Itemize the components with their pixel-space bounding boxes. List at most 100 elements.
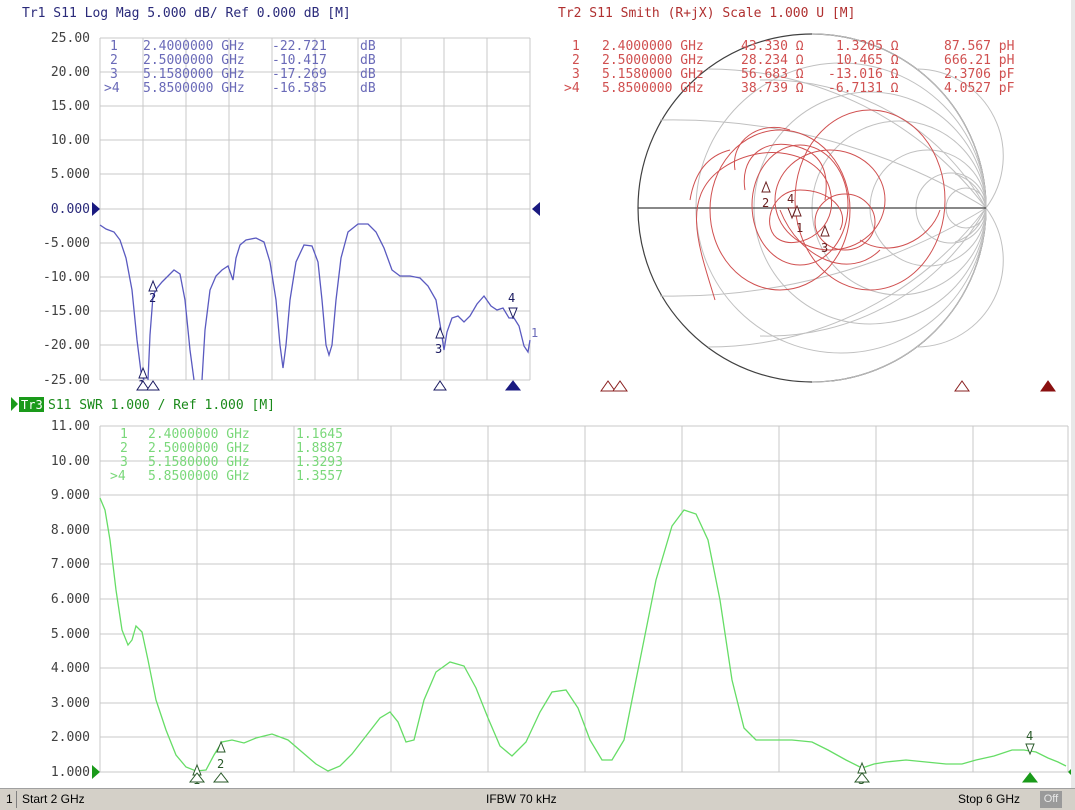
- trace1-end-label: 1: [531, 326, 538, 340]
- trace3-tag-box[interactable]: [19, 397, 44, 412]
- smith-trace-curve: [689, 109, 946, 301]
- svg-text:4: 4: [787, 192, 794, 206]
- trace1-panel: Tr1 S11 Log Mag 5.000 dB/ Ref 0.000 dB […: [22, 6, 540, 392]
- trace1-ref-right-arrow-icon[interactable]: [532, 202, 540, 216]
- t1-axis-label: -20.00: [43, 338, 90, 353]
- t3-axis-label: 9.000: [51, 488, 90, 503]
- t1-marker1-icon[interactable]: [138, 366, 148, 379]
- t1-marker3-icon[interactable]: [435, 326, 445, 339]
- trace1-marker-glyphs: [138, 279, 518, 379]
- start-frequency[interactable]: Start 2 GHz: [22, 792, 85, 806]
- t1-marker-unit: dB: [360, 67, 376, 82]
- t2-marker-freq: 5.1580000 GHz: [602, 67, 704, 82]
- status-separator: [16, 791, 17, 808]
- svg-text:3: 3: [435, 342, 442, 356]
- t1-marker-value: -10.417: [272, 53, 327, 68]
- t2-marker-x: -13.016 Ω: [828, 67, 899, 82]
- svg-text:4: 4: [508, 291, 515, 305]
- t1-axis-label: 10.00: [51, 133, 90, 148]
- t1-axis-label: -25.00: [43, 373, 90, 388]
- trace1-marker-numbers: 1 2 3 4: [138, 291, 515, 392]
- t2-marker-r: 28.234 Ω: [741, 53, 804, 68]
- trace2-panel: Tr2 S11 Smith (R+jX) Scale 1.000 U [M]: [558, 6, 1056, 392]
- ifbw-setting[interactable]: IFBW 70 kHz: [486, 792, 557, 806]
- channel-number[interactable]: 1: [6, 792, 13, 806]
- t2-marker-num: 1: [572, 39, 580, 54]
- trace1-bottom-markers: [136, 380, 522, 391]
- t3-marker-value: 1.3293: [296, 455, 343, 470]
- t3-marker3-icon[interactable]: [857, 761, 867, 774]
- t1-marker-num: 2: [110, 53, 118, 68]
- t1-axis-label: -15.00: [43, 304, 90, 319]
- smith-reactance-arcs: [659, 33, 1004, 383]
- trace3-header[interactable]: S11 SWR 1.000 / Ref 1.000 [M]: [48, 398, 275, 413]
- t3-axis-label-ref: 1.000: [51, 765, 90, 780]
- smith-marker-glyphs: [761, 180, 830, 237]
- trace1-header[interactable]: Tr1 S11 Log Mag 5.000 dB/ Ref 0.000 dB […: [22, 6, 351, 21]
- svg-text:2: 2: [149, 291, 156, 305]
- t3-axis-label: 7.000: [51, 557, 90, 572]
- t2-marker-freq: 2.5000000 GHz: [602, 53, 704, 68]
- t3-axis-label: 2.000: [51, 730, 90, 745]
- trace3-active-arrow-icon[interactable]: [11, 397, 18, 411]
- t3-marker-freq: 2.5000000 GHz: [148, 441, 250, 456]
- t1-marker-freq: 2.4000000 GHz: [143, 39, 245, 54]
- t1-marker4-icon[interactable]: [508, 307, 518, 320]
- t2-marker-freq: 5.8500000 GHz: [602, 81, 704, 96]
- trace2-header[interactable]: Tr2 S11 Smith (R+jX) Scale 1.000 U [M]: [558, 6, 855, 21]
- t1-marker-num: 1: [110, 39, 118, 54]
- t3-axis-label: 4.000: [51, 661, 90, 676]
- trace3-ref-left-arrow-icon[interactable]: [92, 765, 100, 779]
- trace1-ref-left-arrow-icon[interactable]: [92, 202, 100, 216]
- t3-marker4-icon[interactable]: [1025, 743, 1035, 756]
- t3-axis-label: 3.000: [51, 696, 90, 711]
- smith-marker4-icon[interactable]: [787, 207, 797, 220]
- t1-marker-unit: dB: [360, 53, 376, 68]
- t3-marker-num: 1: [120, 427, 128, 442]
- t1-marker2-icon[interactable]: [148, 279, 158, 292]
- t3-marker-freq: 2.4000000 GHz: [148, 427, 250, 442]
- t1-marker-unit: dB: [360, 81, 376, 96]
- svg-text:2: 2: [762, 196, 769, 210]
- t2-marker-x: 1.3205 Ω: [836, 39, 899, 54]
- t1-marker-num: 3: [110, 67, 118, 82]
- trace3-grid: [99, 425, 1069, 773]
- trace3-marker-table: 1 2.4000000 GHz 1.1645 2 2.5000000 GHz 1…: [110, 427, 343, 484]
- vna-display: Tr1 S11 Log Mag 5.000 dB/ Ref 0.000 dB […: [11, 6, 1075, 787]
- t1-axis-label: -10.00: [43, 270, 90, 285]
- t1-axis-label: -5.000: [43, 236, 90, 251]
- trace1-grid: [99, 37, 531, 381]
- trace1-marker-table: 1 2.4000000 GHz -22.721 dB 2 2.5000000 G…: [104, 39, 376, 96]
- t2-marker-r: 38.739 Ω: [741, 81, 804, 96]
- trace3-bottom-markers: [188, 772, 1039, 783]
- t2-marker-el: 87.567 pH: [944, 39, 1014, 54]
- t2-marker-num: 3: [572, 67, 580, 82]
- smith-marker3-icon[interactable]: [820, 224, 830, 237]
- svg-text:2: 2: [217, 757, 224, 771]
- t3-axis-label: 5.000: [51, 627, 90, 642]
- status-bar: 1 Start 2 GHz IFBW 70 kHz Stop 6 GHz Off: [0, 788, 1075, 810]
- trace3-tag[interactable]: Tr3: [21, 398, 43, 412]
- off-indicator[interactable]: Off: [1040, 791, 1062, 808]
- trace1-y-axis: 25.00 20.00 15.00 10.00 5.000 0.000 -5.0…: [43, 31, 90, 388]
- t3-marker-value: 1.8887: [296, 441, 343, 456]
- right-frame-edge: [1071, 0, 1075, 788]
- t3-marker-num: 3: [120, 455, 128, 470]
- smith-marker2-icon[interactable]: [761, 180, 771, 193]
- svg-text:3: 3: [821, 241, 828, 255]
- stop-frequency[interactable]: Stop 6 GHz: [958, 792, 1021, 806]
- t2-marker-freq: 2.4000000 GHz: [602, 39, 704, 54]
- trace3-y-axis: 11.00 10.00 9.000 8.000 7.000 6.000 5.00…: [51, 419, 90, 780]
- t2-marker-num-active: >4: [564, 81, 580, 96]
- svg-text:4: 4: [1026, 729, 1033, 743]
- svg-text:1: 1: [796, 221, 803, 235]
- t3-marker2-icon[interactable]: [216, 740, 226, 753]
- smith-chart: 1 2 3 4: [637, 33, 1004, 383]
- t2-marker-el: 2.3706 pF: [944, 67, 1015, 82]
- t1-axis-label: 5.000: [51, 167, 90, 182]
- t2-marker-r: 43.330 Ω: [741, 39, 804, 54]
- t2-marker-x: 10.465 Ω: [836, 53, 899, 68]
- t1-marker-freq: 5.1580000 GHz: [143, 67, 245, 82]
- t3-marker-freq: 5.1580000 GHz: [148, 455, 250, 470]
